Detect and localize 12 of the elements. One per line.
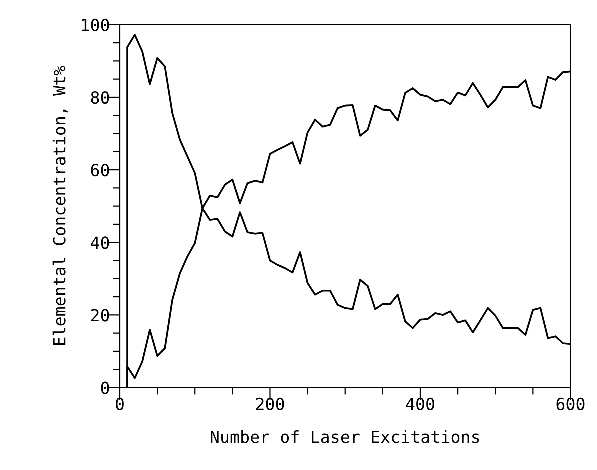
y-tick-label: 40 bbox=[91, 236, 110, 250]
x-tick-label: 600 bbox=[556, 398, 585, 410]
x-axis-title: Number of Laser Excitations bbox=[211, 430, 480, 444]
x-tick-label: 200 bbox=[256, 398, 284, 410]
y-tick-label: 0 bbox=[101, 382, 110, 394]
y-tick-label: 80 bbox=[91, 91, 110, 104]
y-tick-label: 20 bbox=[91, 309, 110, 322]
y-tick-label: 60 bbox=[91, 164, 110, 177]
y-axis-title: Elemental Concentration, Wt% bbox=[52, 66, 68, 346]
x-tick-label: 0 bbox=[116, 398, 124, 410]
y-tick-label: 100 bbox=[82, 18, 110, 32]
x-tick-label: 400 bbox=[406, 398, 434, 410]
